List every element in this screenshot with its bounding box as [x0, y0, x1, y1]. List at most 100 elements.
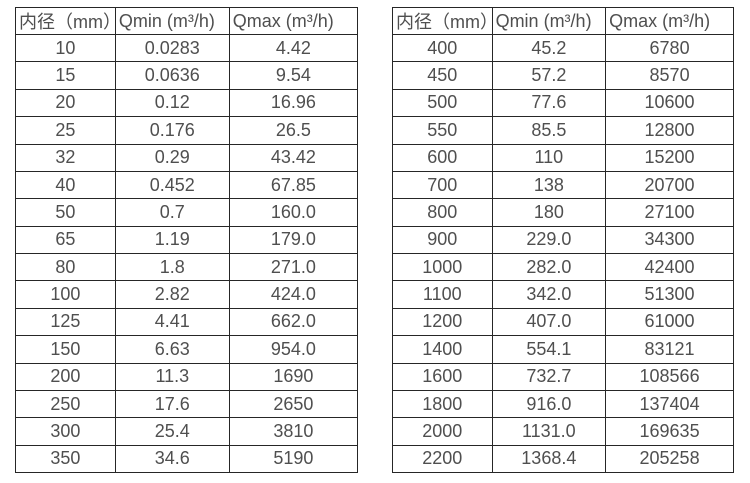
table-row: 20 0.12 16.96	[15, 88, 359, 118]
flow-table-large-diameters: 内径（mm） Qmin (m³/h) Qmax (m³/h) 400 45.2 6780 4…	[392, 7, 734, 474]
cell-qmin: 0.0636	[114, 61, 230, 90]
cell-diameter: 80	[15, 252, 116, 282]
cell-qmin: 85.5	[491, 116, 607, 145]
cell-qmin: 1131.0	[491, 417, 607, 446]
cell-diameter: 1100	[392, 280, 493, 309]
cell-qmax: 160.0	[228, 198, 359, 227]
cell-qmax: 205258	[605, 444, 734, 474]
cell-qmax: 169635	[605, 417, 734, 446]
cell-qmin: 0.176	[114, 116, 230, 145]
cell-qmin: 732.7	[491, 362, 607, 391]
cell-diameter: 1600	[392, 362, 493, 391]
cell-diameter: 2200	[392, 444, 493, 474]
cell-qmax: 10600	[605, 88, 734, 118]
table-row: 700 138 20700	[392, 170, 734, 200]
cell-diameter: 900	[392, 225, 493, 255]
table-row: 40 0.452 67.85	[15, 170, 359, 200]
cell-qmin: 45.2	[491, 33, 607, 63]
table-row: 250 17.6 2650	[15, 389, 359, 419]
cell-qmax: 424.0	[228, 280, 359, 309]
cell-qmin: 1.19	[114, 225, 230, 255]
cell-qmax: 8570	[605, 61, 734, 90]
table-row: 1200 407.0 61000	[392, 307, 734, 337]
header-row: 内径（mm） Qmin (m³/h) Qmax (m³/h)	[392, 7, 734, 35]
table-row: 50 0.7 160.0	[15, 198, 359, 227]
cell-qmax: 26.5	[228, 116, 359, 145]
cell-diameter: 1200	[392, 307, 493, 337]
cell-diameter: 250	[15, 389, 116, 419]
cell-qmin: 282.0	[491, 252, 607, 282]
cell-qmin: 4.41	[114, 307, 230, 337]
cell-diameter: 100	[15, 280, 116, 309]
cell-diameter: 15	[15, 61, 116, 90]
cell-qmin: 2.82	[114, 280, 230, 309]
table-row: 900 229.0 34300	[392, 225, 734, 255]
table-row: 1600 732.7 108566	[392, 362, 734, 391]
cell-qmax: 27100	[605, 198, 734, 227]
cell-qmax: 6780	[605, 33, 734, 63]
cell-diameter: 1800	[392, 389, 493, 419]
cell-diameter: 20	[15, 88, 116, 118]
cell-qmax: 20700	[605, 170, 734, 200]
cell-qmin: 17.6	[114, 389, 230, 419]
cell-qmin: 916.0	[491, 389, 607, 419]
column-header-qmax: Qmax (m³/h)	[228, 7, 359, 35]
cell-diameter: 40	[15, 170, 116, 200]
cell-diameter: 10	[15, 33, 116, 63]
cell-qmin: 0.0283	[114, 33, 230, 63]
cell-qmin: 138	[491, 170, 607, 200]
column-header-qmin: Qmin (m³/h)	[491, 7, 607, 35]
column-header-qmin: Qmin (m³/h)	[114, 7, 230, 35]
cell-qmax: 12800	[605, 116, 734, 145]
table-row: 400 45.2 6780	[392, 33, 734, 63]
table-row: 10 0.0283 4.42	[15, 33, 359, 63]
cell-qmax: 83121	[605, 335, 734, 364]
cell-qmax: 137404	[605, 389, 734, 419]
table-row: 300 25.4 3810	[15, 417, 359, 446]
cell-qmax: 34300	[605, 225, 734, 255]
cell-qmax: 4.42	[228, 33, 359, 63]
cell-qmin: 34.6	[114, 444, 230, 474]
cell-qmax: 2650	[228, 389, 359, 419]
cell-qmax: 15200	[605, 143, 734, 172]
cell-qmin: 0.7	[114, 198, 230, 227]
cell-qmin: 342.0	[491, 280, 607, 309]
column-header-qmax: Qmax (m³/h)	[605, 7, 734, 35]
cell-qmin: 11.3	[114, 362, 230, 391]
table-row: 450 57.2 8570	[392, 61, 734, 90]
cell-qmax: 954.0	[228, 335, 359, 364]
cell-qmin: 554.1	[491, 335, 607, 364]
cell-qmax: 43.42	[228, 143, 359, 172]
table-row: 15 0.0636 9.54	[15, 61, 359, 90]
cell-qmax: 61000	[605, 307, 734, 337]
cell-qmin: 0.452	[114, 170, 230, 200]
cell-qmax: 51300	[605, 280, 734, 309]
table-row: 100 2.82 424.0	[15, 280, 359, 309]
table-row: 800 180 27100	[392, 198, 734, 227]
cell-qmax: 179.0	[228, 225, 359, 255]
cell-diameter: 1400	[392, 335, 493, 364]
column-header-diameter: 内径（mm）	[392, 7, 493, 35]
cell-diameter: 2000	[392, 417, 493, 446]
table-row: 1400 554.1 83121	[392, 335, 734, 364]
table-row: 65 1.19 179.0	[15, 225, 359, 255]
cell-qmin: 180	[491, 198, 607, 227]
column-header-diameter: 内径（mm）	[15, 7, 116, 35]
table-row: 125 4.41 662.0	[15, 307, 359, 337]
cell-qmin: 0.29	[114, 143, 230, 172]
table-row: 25 0.176 26.5	[15, 116, 359, 145]
cell-diameter: 450	[392, 61, 493, 90]
cell-qmin: 1.8	[114, 252, 230, 282]
cell-diameter: 350	[15, 444, 116, 474]
cell-qmin: 6.63	[114, 335, 230, 364]
flow-table-small-diameters: 内径（mm） Qmin (m³/h) Qmax (m³/h) 10 0.0283 4.42…	[15, 7, 359, 474]
cell-qmin: 1368.4	[491, 444, 607, 474]
cell-diameter: 32	[15, 143, 116, 172]
cell-diameter: 125	[15, 307, 116, 337]
cell-diameter: 150	[15, 335, 116, 364]
cell-diameter: 300	[15, 417, 116, 446]
cell-qmin: 0.12	[114, 88, 230, 118]
cell-qmin: 77.6	[491, 88, 607, 118]
table-row: 350 34.6 5190	[15, 444, 359, 474]
